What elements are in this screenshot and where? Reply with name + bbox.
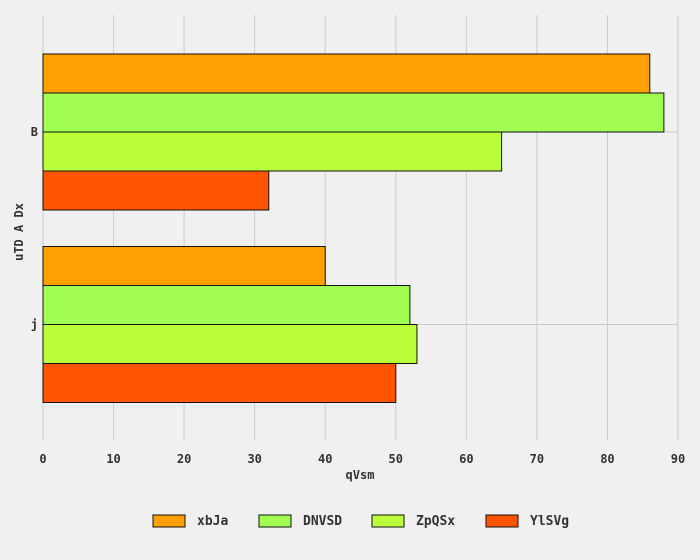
- x-tick-label: 0: [39, 452, 46, 466]
- legend-label-xbJa: xbJa: [197, 514, 228, 529]
- legend-swatch-DNVSD: [258, 514, 292, 528]
- x-tick-label: 50: [389, 452, 403, 466]
- bars-group: [42, 53, 665, 403]
- y-axis-title: uTD A Dx: [12, 203, 26, 261]
- bar-xbJa-B: [42, 53, 651, 94]
- y-tick-label: j: [31, 318, 38, 332]
- legend-label-DNVSD: DNVSD: [303, 514, 342, 529]
- bar-ZpQSx-j: [42, 324, 418, 364]
- bar-YlSVg-j: [42, 363, 397, 403]
- legend: xbJa DNVSD ZpQSx YlSVg: [152, 514, 569, 529]
- bar-DNVSD-B: [42, 92, 665, 133]
- bar-ZpQSx-B: [42, 131, 503, 172]
- x-axis-title: qVsm: [346, 468, 375, 482]
- legend-swatch-xbJa: [152, 514, 186, 528]
- legend-swatch-YlSVg: [485, 514, 519, 528]
- bar-YlSVg-B: [42, 170, 270, 211]
- y-tick-labels: Bj: [31, 125, 38, 332]
- x-tick-label: 20: [177, 452, 191, 466]
- x-tick-label: 70: [530, 452, 544, 466]
- x-tick-label: 80: [600, 452, 614, 466]
- x-tick-label: 30: [247, 452, 261, 466]
- x-tick-label: 60: [459, 452, 473, 466]
- x-tick-label: 40: [318, 452, 332, 466]
- bar-DNVSD-j: [42, 285, 411, 325]
- y-tick-label: B: [31, 125, 38, 139]
- x-tick-label: 90: [671, 452, 685, 466]
- x-tick-labels: 0 10 20 30 40 50 60 70 80 90: [39, 452, 685, 466]
- legend-label-ZpQSx: ZpQSx: [416, 514, 455, 529]
- bar-xbJa-j: [42, 246, 326, 286]
- legend-swatch-ZpQSx: [371, 514, 405, 528]
- x-tick-label: 10: [106, 452, 120, 466]
- legend-label-YlSVg: YlSVg: [530, 514, 569, 529]
